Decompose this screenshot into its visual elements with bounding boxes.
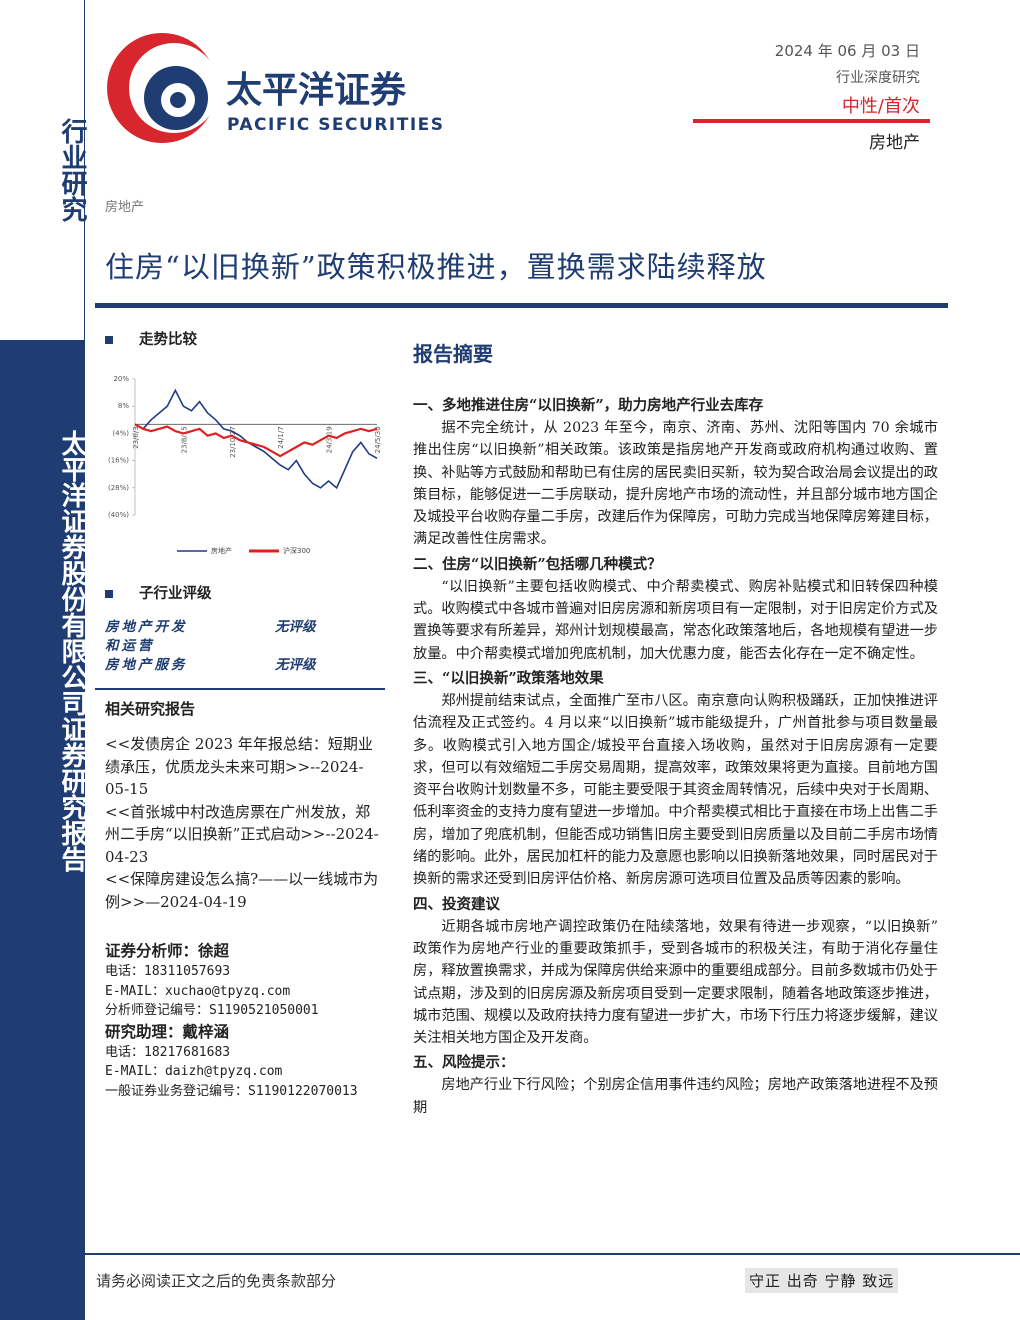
x-tick-label: 23/8/15 xyxy=(180,426,188,453)
section-heading: 四、投资建议 xyxy=(413,895,500,913)
section-text: “以旧换新”主要包括收购模式、中介帮卖模式、购房补贴模式和旧转保四种模式。收购模… xyxy=(413,578,938,662)
heading-text: 走势比较 xyxy=(139,331,197,348)
x-tick-label: 23/10/27 xyxy=(229,426,237,457)
heading-text: 子行业评级 xyxy=(139,585,212,602)
analyst-line: 电话：18217681683 xyxy=(105,1044,231,1060)
rating-row: 房地产服务 无评级 xyxy=(105,656,385,675)
section-heading: 一、多地推进住房“以旧换新”，助力房地产行业去库存 xyxy=(413,397,764,414)
sub-rating: 无评级 xyxy=(275,657,316,673)
section-text: 近期各城市房地产调控政策仍在陆续落地，效果有待进一步观察，“以旧换新”政策作为房… xyxy=(413,918,938,1047)
bullet xyxy=(105,336,113,344)
section-text: 据不完全统计，从 2023 年至今，南京、济南、苏州、沈阳等国内 70 余城市推… xyxy=(413,420,938,548)
motto: 守正 出奇 宁静 致远 xyxy=(745,1268,899,1293)
y-tick-label: 20% xyxy=(113,375,129,383)
series-line xyxy=(134,423,378,458)
legend-label: 房地产 xyxy=(211,546,232,555)
related-list: <<发债房企 2023 年年报总结：短期业绩承压，优质龙头未来可期>>--202… xyxy=(105,733,385,913)
section-heading: 三、“以旧换新”政策落地效果 xyxy=(413,669,604,687)
related-item: <<发债房企 2023 年年报总结：短期业绩承压，优质龙头未来可期>>--202… xyxy=(105,735,373,798)
rule xyxy=(95,303,948,308)
rule xyxy=(693,119,930,123)
y-tick-label: (4%) xyxy=(112,429,129,437)
x-tick-label: 24/1/7 xyxy=(277,426,285,449)
analyst-line: E-MAIL：xuchao@tpyzq.com xyxy=(105,983,291,999)
chart: 20% 8% (4%) (16%) (28%) (40%) 23/6/3 23/8/15 23/… xyxy=(108,375,382,555)
analyst-line: 一般证券业务登记编号：S1190122070013 xyxy=(105,1083,358,1099)
bullet xyxy=(105,590,113,598)
sub-industry: 房地产服务 xyxy=(105,657,188,673)
analyst-line: 电话：18311057693 xyxy=(105,964,231,979)
section-text: 房地产行业下行风险；个别房企信用事件违约风险；房地产政策落地进程不及预期 xyxy=(413,1077,938,1116)
rating: 中性/首次 xyxy=(841,96,920,117)
logo-en: PACIFIC SECURITIES xyxy=(227,115,444,135)
report-type: 行业深度研究 xyxy=(836,70,920,86)
sidebar-label: 行业研究 xyxy=(57,118,87,222)
section-heading: 五、风险提示： xyxy=(413,1054,515,1072)
legend-label: 沪深300 xyxy=(283,546,310,555)
x-tick-label: 23/6/3 xyxy=(132,426,140,449)
analyst-line: 证券分析师：徐超 xyxy=(105,941,230,960)
sidebar-label: 太平洋证券股份有限公司证券研究报告 xyxy=(57,430,87,872)
y-tick-label: (16%) xyxy=(108,457,129,465)
logo-cn: 太平洋证券 xyxy=(226,70,407,111)
ratings-table: 房地产开发和运营 无评级 房地产服务 无评级 xyxy=(105,618,385,675)
logo: 太平洋证券 PACIFIC SECURITIES xyxy=(107,33,444,143)
sub-industry: 房地产开发和运营 xyxy=(105,619,188,654)
section-text: 郑州提前结束试点，全面推广至市八区。南京意向认购积极踊跃，正加快推进评估流程及正… xyxy=(413,692,938,888)
analyst-line: E-MAIL：daizh@tpyzq.com xyxy=(105,1064,283,1079)
x-tick-label: 24/3/19 xyxy=(326,426,334,453)
sub-rating: 无评级 xyxy=(275,619,316,635)
y-tick-label: (28%) xyxy=(108,484,129,492)
analyst-line: 研究助理：戴梓涵 xyxy=(105,1021,230,1041)
footer-note: 请务必阅读正文之后的免责条款部分 xyxy=(96,1272,337,1290)
related-item: <<保障房建设怎么搞?——以一线城市为例>>—2024-04-19 xyxy=(105,870,379,911)
y-tick-label: (40%) xyxy=(108,511,129,519)
rule xyxy=(95,688,385,690)
x-tick-label: 24/5/30 xyxy=(374,426,382,453)
related-heading: 相关研究报告 xyxy=(105,700,196,718)
category: 房地产 xyxy=(105,200,145,215)
section-heading: 二、住房“以旧换新”包括哪几种模式？ xyxy=(413,555,662,573)
rule xyxy=(85,1253,1020,1255)
summary-heading: 报告摘要 xyxy=(413,342,493,366)
analysts: 证券分析师：徐超电话：18311057693 E-MAIL：xuchao@tpyz… xyxy=(105,940,385,1101)
ratings-heading: 子行业评级 xyxy=(105,582,385,603)
y-tick-label: 8% xyxy=(118,402,129,410)
date: 2024 年 06 月 03 日 xyxy=(774,42,920,60)
sidebar-top: 行业研究 xyxy=(0,0,87,340)
related-item: <<首张城中村改造房票在广州发放，郑州二手房“以旧换新”正式启动>>--2024… xyxy=(105,802,379,866)
industry: 房地产 xyxy=(869,133,920,153)
series-line xyxy=(134,388,378,490)
rating-row: 房地产开发和运营 无评级 xyxy=(105,618,385,656)
logo-ring xyxy=(170,92,186,108)
analyst-line: 分析师登记编号：S1190521050001 xyxy=(105,1003,319,1018)
trend-heading: 走势比较 xyxy=(105,328,385,349)
summary: 一、多地推进住房“以旧换新”，助力房地产行业去库存据不完全统计，从 2023 年… xyxy=(413,392,938,1119)
title: 住房“以旧换新”政策积极推进，置换需求陆续释放 xyxy=(105,250,767,284)
